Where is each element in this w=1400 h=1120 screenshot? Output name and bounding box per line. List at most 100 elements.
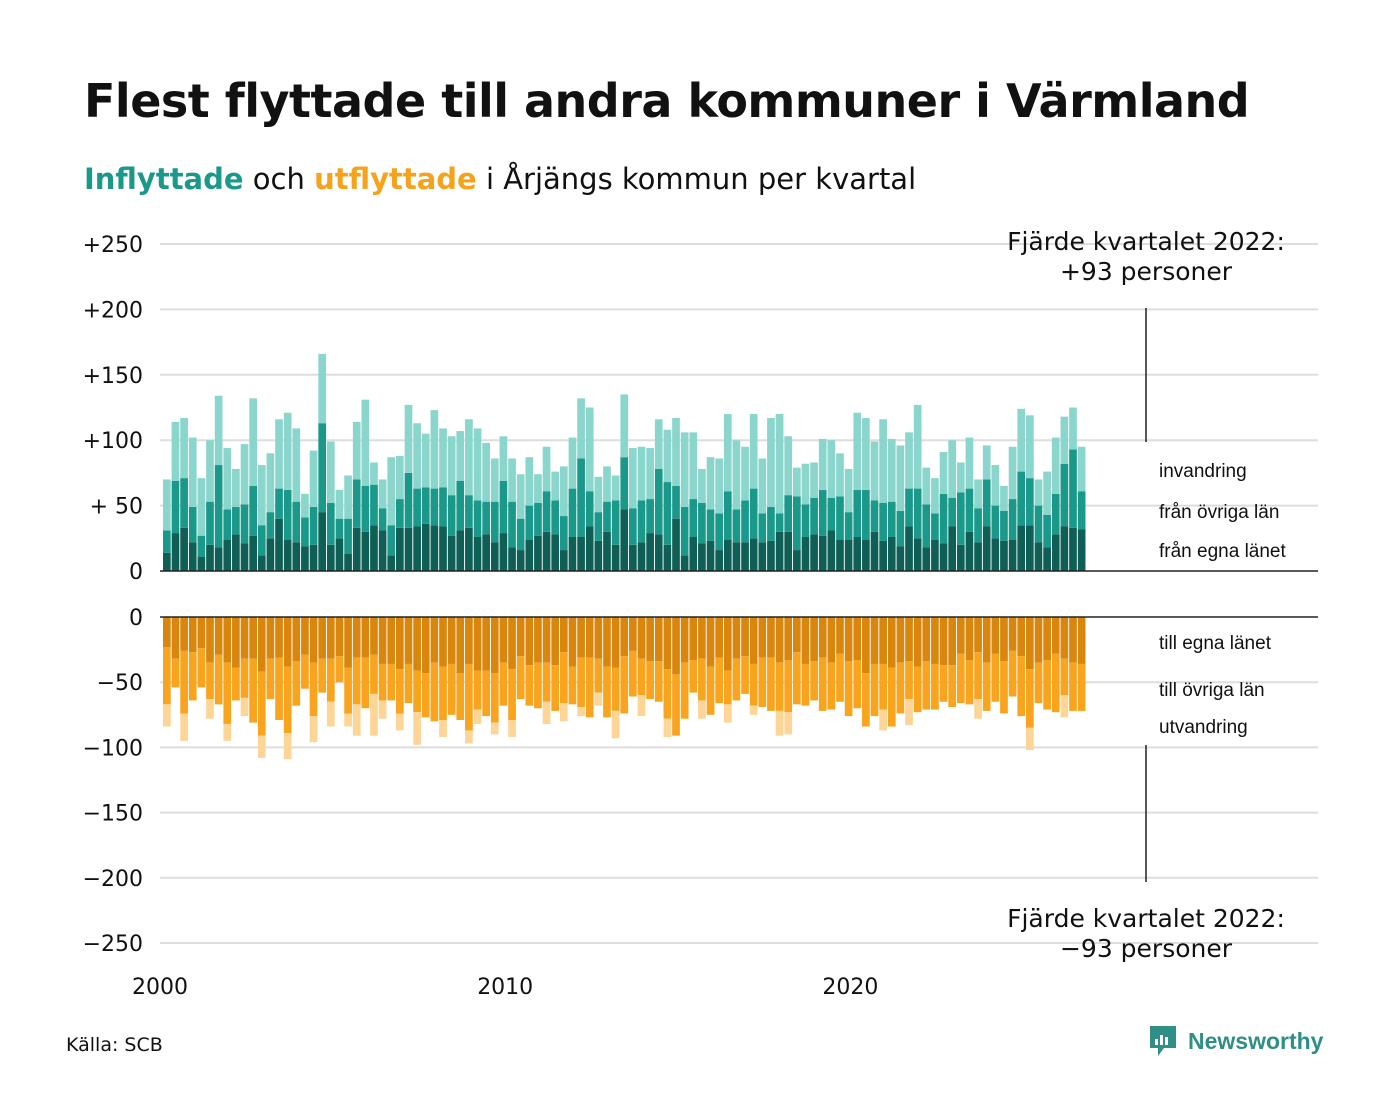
bar-in-foreign — [887, 438, 896, 502]
bar-in-own — [715, 550, 724, 571]
bar-in-own — [508, 547, 516, 571]
bar-out-own — [646, 617, 654, 662]
bar-out-other — [758, 657, 767, 707]
bar-in-foreign — [741, 446, 749, 501]
legend-in-label: invandring — [1159, 461, 1247, 482]
bar-out-own — [465, 617, 473, 664]
bar-out-other — [939, 665, 948, 702]
bar-out-other — [378, 663, 387, 701]
bar-in-own — [301, 546, 309, 571]
bar-in-other — [283, 489, 292, 540]
bar-in-own — [862, 539, 870, 571]
bar-in-other — [439, 487, 447, 527]
bar-out-own — [732, 617, 741, 659]
bar-out-foreign — [905, 699, 913, 726]
bar-in-own — [836, 539, 844, 571]
bar-in-other — [1077, 491, 1086, 530]
bar-in-foreign — [257, 465, 266, 526]
bar-out-foreign — [240, 697, 249, 717]
bar-out-own — [905, 617, 913, 662]
bar-in-other — [249, 485, 257, 536]
bar-in-foreign — [404, 404, 413, 473]
bar-out-foreign — [784, 712, 793, 735]
bar-in-other — [180, 478, 188, 528]
bar-out-own — [335, 617, 344, 657]
bar-in-foreign — [214, 395, 223, 466]
bar-in-foreign — [862, 417, 870, 490]
bar-out-foreign — [396, 713, 404, 731]
bar-out-own — [430, 617, 439, 663]
bar-out-other — [922, 661, 931, 710]
bar-in-own — [404, 527, 413, 571]
bar-out-foreign — [723, 704, 732, 723]
bar-in-own — [948, 526, 957, 571]
bar-in-foreign — [706, 457, 715, 510]
bar-in-other — [551, 500, 560, 535]
bar-out-other — [482, 670, 491, 717]
bar-in-own — [559, 550, 568, 571]
bar-in-own — [1026, 525, 1034, 571]
bar-in-own — [171, 533, 180, 571]
bar-in-other — [637, 500, 646, 543]
bar-out-foreign — [577, 706, 585, 717]
bar-in-own — [870, 531, 879, 571]
bar-in-foreign — [490, 458, 499, 502]
bar-in-own — [361, 531, 370, 571]
bar-in-own — [387, 555, 396, 571]
bar-out-foreign — [163, 704, 171, 727]
bar-in-own — [603, 531, 611, 571]
bar-in-other — [620, 457, 629, 510]
bar-in-foreign — [171, 421, 180, 481]
bar-in-own — [1051, 534, 1060, 571]
bar-in-foreign — [1034, 479, 1043, 506]
bar-in-other — [266, 512, 275, 539]
bar-in-other — [1069, 449, 1077, 528]
bar-in-foreign — [1051, 437, 1060, 494]
bar-in-own — [180, 527, 188, 571]
bar-out-foreign — [309, 716, 318, 743]
bar-out-own — [611, 617, 620, 668]
bar-out-foreign — [283, 733, 292, 760]
bar-in-own — [767, 540, 775, 571]
bar-out-other — [887, 667, 896, 727]
bar-in-other — [1034, 505, 1043, 543]
bar-in-own — [534, 535, 542, 571]
bar-out-other — [257, 671, 266, 736]
bar-out-own — [447, 617, 456, 664]
bar-out-other — [232, 667, 240, 701]
bar-out-other — [430, 662, 439, 722]
bar-out-own — [525, 617, 534, 666]
bar-out-other — [361, 657, 370, 709]
bar-in-own — [490, 542, 499, 571]
bar-out-other — [266, 658, 275, 700]
bar-in-foreign — [965, 437, 974, 489]
bar-in-foreign — [672, 417, 680, 486]
bar-in-own — [551, 534, 560, 571]
bar-in-foreign — [283, 412, 292, 490]
bar-out-own — [698, 617, 706, 659]
bar-in-own — [516, 550, 525, 571]
bar-out-other — [836, 653, 844, 702]
bar-in-foreign — [689, 432, 698, 500]
newsworthy-icon — [1150, 1026, 1176, 1056]
bar-out-other — [396, 669, 404, 714]
bar-in-other — [465, 495, 473, 528]
bar-out-foreign — [223, 723, 232, 741]
bar-out-foreign — [206, 699, 214, 719]
bar-in-own — [974, 542, 982, 571]
bar-in-own — [758, 542, 767, 571]
bar-in-other — [482, 501, 491, 535]
bar-out-other — [206, 662, 214, 700]
bar-out-other — [879, 663, 887, 710]
bar-out-own — [741, 617, 749, 657]
bar-out-other — [767, 657, 775, 711]
bar-in-own — [663, 544, 672, 571]
bar-in-foreign — [551, 471, 560, 501]
bar-out-other — [318, 658, 327, 693]
bar-out-own — [361, 617, 370, 658]
bar-in-foreign — [680, 432, 689, 507]
bar-out-other — [223, 662, 232, 724]
bar-out-own — [948, 617, 957, 666]
chart-subtitle: Inflyttade och utflyttade i Årjängs komm… — [84, 162, 916, 196]
bar-out-foreign — [473, 709, 482, 724]
